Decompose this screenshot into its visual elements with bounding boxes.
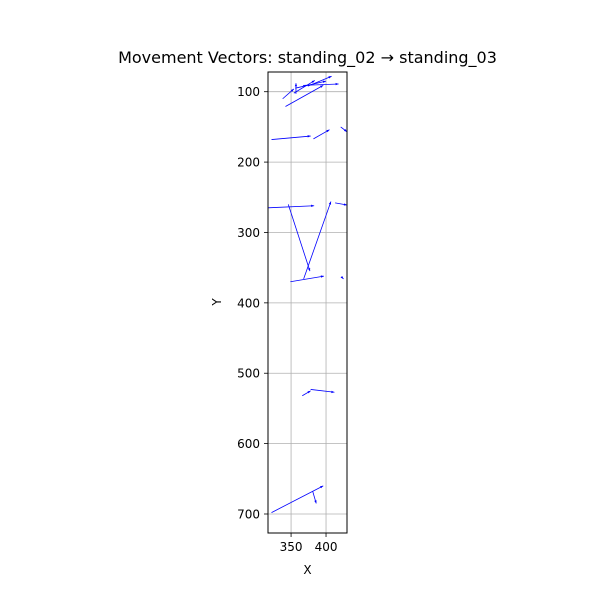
movement-vector — [285, 85, 324, 107]
vector-arrowhead — [340, 275, 344, 279]
vector-arrowhead — [328, 76, 332, 79]
vector-arrowhead — [311, 80, 315, 84]
vector-arrowhead — [294, 83, 298, 87]
movement-vector — [303, 201, 332, 280]
movement-vector — [293, 80, 316, 94]
y-axis-label: Y — [210, 298, 224, 307]
movement-vector — [287, 204, 311, 272]
movement-vector — [290, 275, 324, 283]
y-tick-label: 200 — [237, 156, 260, 170]
x-tick-label: 350 — [280, 540, 303, 554]
y-tick-label: 700 — [237, 507, 260, 521]
y-tick-label: 100 — [237, 85, 260, 99]
movement-vector — [313, 129, 330, 140]
y-tick-label: 300 — [237, 226, 260, 240]
vector-arrowhead — [320, 275, 324, 278]
x-tick-label: 400 — [315, 540, 338, 554]
vector-arrowhead — [335, 82, 339, 86]
vector-arrowhead — [322, 80, 327, 83]
y-tick-label: 400 — [237, 296, 260, 310]
y-tick-label: 600 — [237, 437, 260, 451]
chart-title: Movement Vectors: standing_02 → standing… — [118, 48, 497, 68]
movement-vector — [267, 205, 315, 209]
vector-arrowhead — [307, 135, 311, 138]
movement-vector — [271, 135, 311, 140]
vector-arrowhead — [311, 204, 315, 208]
movement-vector — [310, 389, 335, 393]
vector-arrowhead — [320, 485, 324, 489]
x-axis-label: X — [303, 563, 311, 577]
vector-arrowhead — [307, 390, 311, 394]
vector-arrowhead — [326, 129, 330, 133]
vector-layer — [267, 75, 348, 513]
vector-arrowhead — [343, 129, 347, 132]
movement-vector — [302, 83, 339, 86]
vector-arrowhead — [331, 390, 335, 394]
movement-vector — [271, 485, 324, 513]
vector-arrowhead — [343, 203, 347, 206]
tick-layer: 350 400 100 200 300 400 500 600 700 — [237, 85, 337, 554]
movement-vector — [307, 75, 332, 87]
grid-layer — [268, 72, 347, 533]
vector-arrowhead — [328, 201, 332, 205]
y-tick-label: 500 — [237, 367, 260, 381]
vector-arrowhead — [314, 500, 317, 504]
vector-arrowhead — [320, 85, 324, 88]
vector-arrowhead — [290, 88, 294, 92]
vector-arrowhead — [307, 267, 311, 272]
